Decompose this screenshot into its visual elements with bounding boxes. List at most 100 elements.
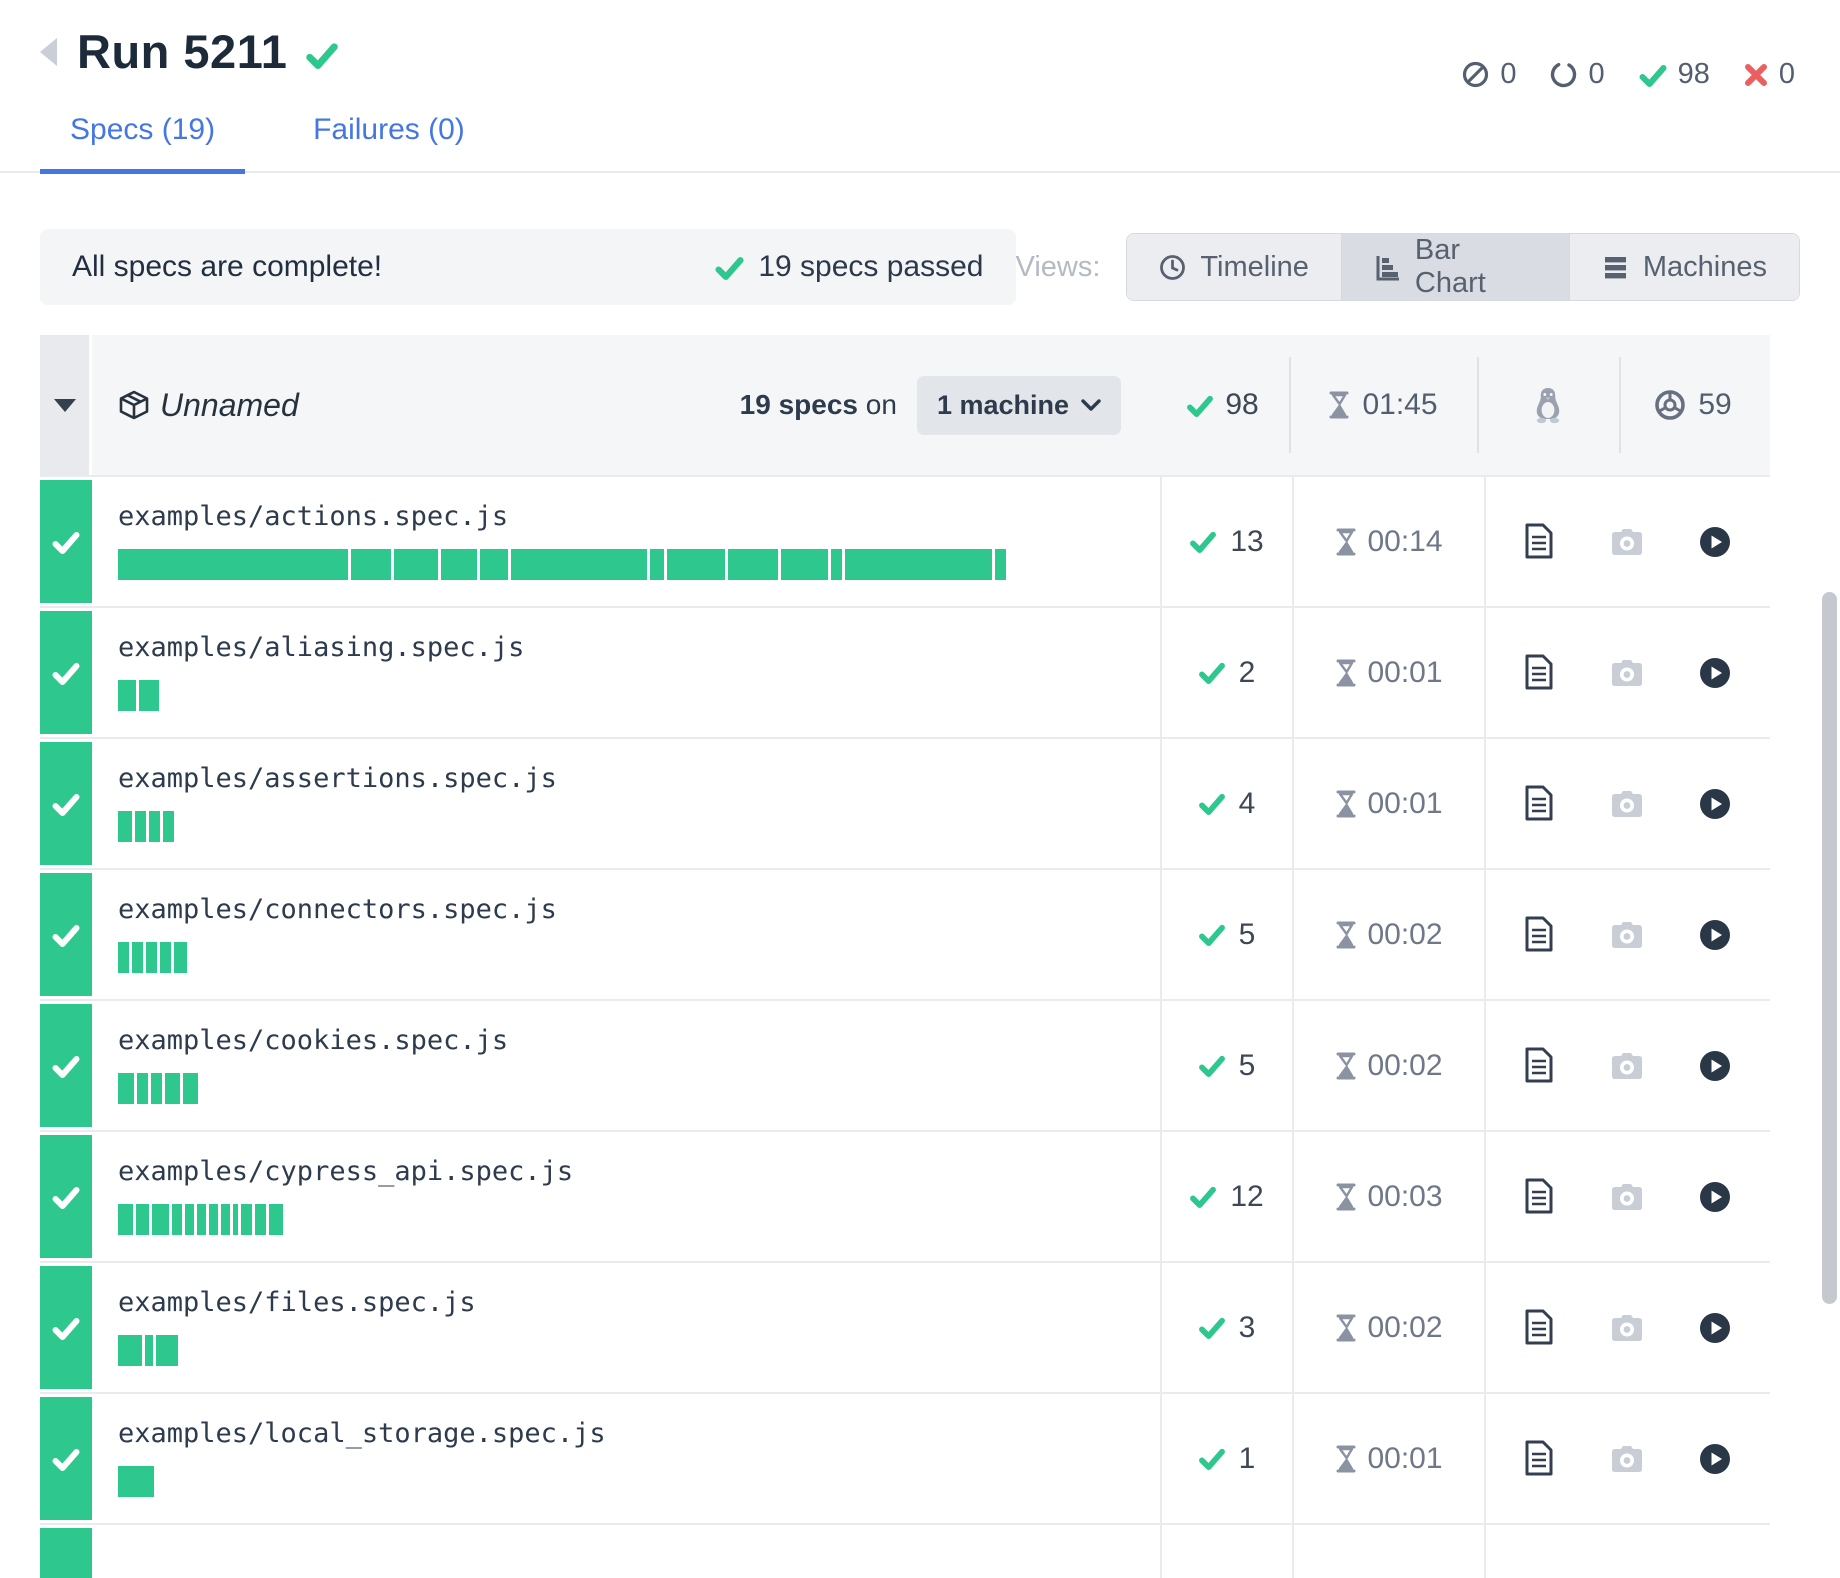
play-video-icon[interactable] xyxy=(1699,1050,1731,1082)
spec-file-name[interactable]: examples/aliasing.spec.js xyxy=(118,632,525,663)
play-video-icon[interactable] xyxy=(1699,919,1731,951)
test-segment[interactable] xyxy=(351,549,391,580)
spec-actions-cell xyxy=(1484,1001,1768,1130)
test-segment[interactable] xyxy=(136,1204,149,1235)
play-video-icon[interactable] xyxy=(1699,1181,1731,1213)
screenshots-camera-icon[interactable] xyxy=(1609,659,1645,687)
test-segment[interactable] xyxy=(197,1204,206,1235)
test-segment[interactable] xyxy=(185,1204,194,1235)
test-segment[interactable] xyxy=(650,549,664,580)
test-segment[interactable] xyxy=(269,1204,283,1235)
play-video-icon[interactable] xyxy=(1699,788,1731,820)
back-icon[interactable] xyxy=(40,37,57,66)
machine-dropdown[interactable]: 1 machine xyxy=(916,375,1121,435)
test-segment[interactable] xyxy=(152,1204,169,1235)
test-segment[interactable] xyxy=(156,1335,178,1366)
test-duration-bar xyxy=(118,811,1160,842)
test-segment[interactable] xyxy=(441,549,477,580)
play-video-icon[interactable] xyxy=(1699,1443,1731,1475)
group-collapse-toggle[interactable] xyxy=(40,335,92,475)
stdout-log-icon[interactable] xyxy=(1523,1440,1555,1478)
spec-row: examples/files.spec.js 3 00:02 xyxy=(40,1261,1770,1392)
white-check-icon xyxy=(52,923,80,947)
screenshots-camera-icon[interactable] xyxy=(1609,1314,1645,1342)
test-segment[interactable] xyxy=(137,1073,148,1104)
spec-file-name[interactable]: examples/cypress_api.spec.js xyxy=(118,1156,574,1187)
bar-chart-view-button[interactable]: Bar Chart xyxy=(1340,234,1569,300)
scrollbar-thumb[interactable] xyxy=(1822,592,1837,1304)
timeline-view-button[interactable]: Timeline xyxy=(1127,234,1341,300)
spec-passed-cell: 2 xyxy=(1160,608,1292,737)
test-segment[interactable] xyxy=(174,942,187,973)
test-duration-bar xyxy=(118,1335,1160,1366)
spec-file-name[interactable]: examples/actions.spec.js xyxy=(118,501,509,532)
hourglass-icon xyxy=(1335,659,1357,687)
stat-pending: 0 xyxy=(1550,58,1605,91)
test-segment[interactable] xyxy=(118,1335,142,1366)
spec-file-name[interactable]: examples/assertions.spec.js xyxy=(118,763,557,794)
test-segment[interactable] xyxy=(480,549,508,580)
test-segment[interactable] xyxy=(118,811,132,842)
test-segment[interactable] xyxy=(132,942,143,973)
test-segment[interactable] xyxy=(118,1466,154,1497)
test-segment[interactable] xyxy=(172,1204,182,1235)
play-video-icon[interactable] xyxy=(1699,657,1731,689)
stdout-log-icon[interactable] xyxy=(1523,785,1555,823)
test-segment[interactable] xyxy=(151,1073,162,1104)
group-os-cell xyxy=(1477,335,1619,475)
play-video-icon[interactable] xyxy=(1699,1312,1731,1344)
test-segment[interactable] xyxy=(241,1204,252,1235)
play-video-icon[interactable] xyxy=(1699,526,1731,558)
stdout-log-icon[interactable] xyxy=(1523,1178,1555,1216)
spec-passed-count: 1 xyxy=(1238,1441,1256,1475)
test-segment[interactable] xyxy=(139,680,159,711)
screenshots-camera-icon[interactable] xyxy=(1609,528,1645,556)
screenshots-camera-icon[interactable] xyxy=(1609,921,1645,949)
test-segment[interactable] xyxy=(728,549,778,580)
test-segment[interactable] xyxy=(118,549,348,580)
screenshots-camera-icon[interactable] xyxy=(1609,1052,1645,1080)
screenshots-camera-icon[interactable] xyxy=(1609,1183,1645,1211)
machines-view-button[interactable]: Machines xyxy=(1568,234,1799,300)
test-segment[interactable] xyxy=(146,942,157,973)
test-segment[interactable] xyxy=(209,1204,218,1235)
test-segment[interactable] xyxy=(394,549,438,580)
spec-file-name[interactable]: examples/connectors.spec.js xyxy=(118,894,557,925)
tab-failures[interactable]: Failures (0) xyxy=(313,113,465,146)
test-segment[interactable] xyxy=(165,1073,180,1104)
spec-passed-cell: 13 xyxy=(1160,477,1292,606)
test-segment[interactable] xyxy=(255,1204,266,1235)
run-passed-check-icon xyxy=(305,41,339,69)
test-segment[interactable] xyxy=(145,1335,153,1366)
screenshots-camera-icon[interactable] xyxy=(1609,1445,1645,1473)
spec-file-name[interactable]: examples/files.spec.js xyxy=(118,1287,476,1318)
test-segment[interactable] xyxy=(163,811,174,842)
stdout-log-icon[interactable] xyxy=(1523,1309,1555,1347)
stdout-log-icon[interactable] xyxy=(1523,1047,1555,1085)
test-segment[interactable] xyxy=(845,549,992,580)
test-segment[interactable] xyxy=(118,942,129,973)
test-segment[interactable] xyxy=(183,1073,198,1104)
test-segment[interactable] xyxy=(667,549,725,580)
test-segment[interactable] xyxy=(831,549,842,580)
test-segment[interactable] xyxy=(118,1073,134,1104)
spec-file-name[interactable]: examples/local_storage.spec.js xyxy=(118,1418,606,1449)
test-segment[interactable] xyxy=(118,1204,133,1235)
stdout-log-icon[interactable] xyxy=(1523,523,1555,561)
test-segment[interactable] xyxy=(160,942,171,973)
test-segment[interactable] xyxy=(511,549,647,580)
test-segment[interactable] xyxy=(233,1204,238,1235)
screenshots-camera-icon[interactable] xyxy=(1609,790,1645,818)
spec-file-name[interactable]: examples/cookies.spec.js xyxy=(118,1025,509,1056)
spec-duration: 00:01 xyxy=(1367,786,1443,820)
stdout-log-icon[interactable] xyxy=(1523,916,1555,954)
test-segment[interactable] xyxy=(135,811,146,842)
test-segment[interactable] xyxy=(118,680,136,711)
tab-specs[interactable]: Specs (19) xyxy=(40,113,246,174)
test-segment[interactable] xyxy=(221,1204,230,1235)
stdout-log-icon[interactable] xyxy=(1523,654,1555,692)
test-segment[interactable] xyxy=(781,549,828,580)
pending-count: 0 xyxy=(1588,58,1605,90)
test-segment[interactable] xyxy=(995,549,1006,580)
test-segment[interactable] xyxy=(149,811,160,842)
